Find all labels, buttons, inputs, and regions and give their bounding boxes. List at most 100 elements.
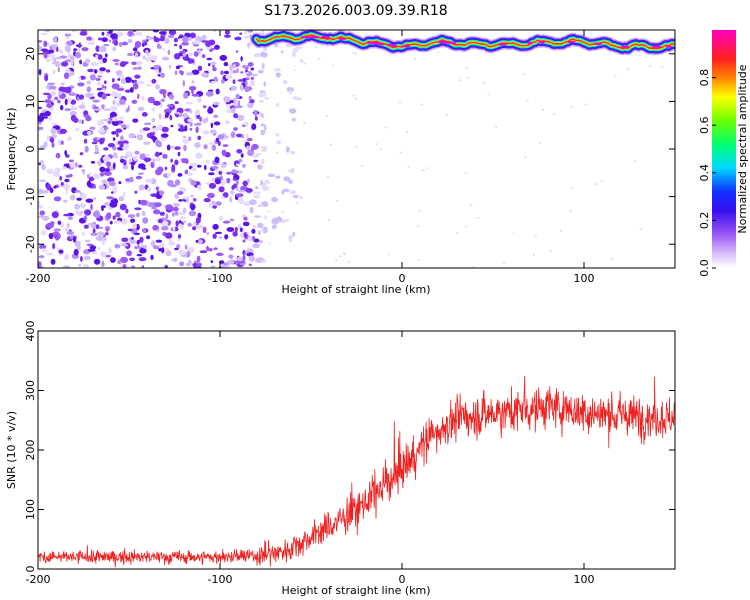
spectrogram-noise-blob bbox=[231, 107, 236, 114]
spectrogram-noise-blob bbox=[194, 142, 201, 149]
spectrogram-noise-blob bbox=[264, 124, 267, 132]
spectrogram-noise-blob bbox=[105, 227, 109, 232]
spectrogram-noise-blob bbox=[170, 124, 174, 128]
spectrogram-noise-blob bbox=[97, 75, 103, 78]
spectrogram-x-tick-label: 100 bbox=[574, 272, 595, 285]
spectrogram-noise-speck bbox=[399, 151, 402, 154]
spectrogram-noise-blob bbox=[70, 194, 76, 201]
colorbar-ticks: 0.0 0.2 0.4 0.6 0.8 bbox=[698, 69, 716, 277]
spectrogram-noise-blob bbox=[194, 123, 198, 126]
spectrogram-noise-blob bbox=[63, 265, 71, 268]
spectrogram-noise-blob bbox=[55, 60, 61, 68]
spectrogram-noise-blob bbox=[38, 261, 42, 268]
spectrogram-noise-blob bbox=[189, 32, 196, 39]
spectrogram-noise-blob bbox=[274, 68, 281, 72]
spectrogram-noise-blob bbox=[213, 76, 218, 81]
snr-x-ticks: -200 -100 0 100 bbox=[26, 331, 595, 586]
spectrogram-noise-blob bbox=[150, 254, 154, 261]
spectrogram-noise-blob bbox=[203, 144, 208, 150]
spectrogram-noise-blob bbox=[120, 135, 124, 141]
spectrogram-noise-speck bbox=[338, 255, 342, 258]
spectrogram-noise-blob bbox=[235, 93, 240, 99]
spectrogram-noise-blob bbox=[201, 72, 209, 78]
spectrogram-noise-speck bbox=[268, 242, 272, 245]
spectrogram-noise-blob bbox=[177, 234, 182, 239]
spectrogram-noise-blob bbox=[142, 229, 147, 233]
spectrogram-noise-blob bbox=[41, 215, 50, 221]
spectrogram-noise-blob bbox=[206, 57, 213, 61]
spectrogram-noise-blob bbox=[237, 198, 245, 204]
spectrogram-noise-blob bbox=[38, 115, 44, 123]
spectrogram-noise-blob bbox=[106, 33, 112, 37]
spectrogram-ridge-peak bbox=[527, 41, 532, 45]
colorbar-tick-label: 0.6 bbox=[698, 116, 711, 134]
spectrogram-noise-blob bbox=[236, 256, 242, 262]
spectrogram-noise-blob bbox=[222, 144, 229, 148]
spectrogram-noise-blob bbox=[218, 216, 224, 221]
spectrogram-noise-blob bbox=[50, 258, 56, 265]
spectrogram-noise-blob bbox=[258, 92, 267, 98]
spectrogram-noise-blob bbox=[213, 121, 221, 126]
spectrogram-noise-blob bbox=[100, 118, 104, 123]
spectrogram-noise-blob bbox=[101, 260, 105, 268]
spectrogram-noise-blob bbox=[143, 245, 148, 249]
spectrogram-noise-blob bbox=[220, 70, 224, 76]
spectrogram-noise-blob bbox=[164, 108, 172, 114]
spectrogram-noise-blob bbox=[129, 176, 134, 183]
spectrogram-noise-blob bbox=[103, 168, 111, 172]
spectrogram-noise-blob bbox=[39, 160, 44, 164]
spectrogram-noise-blob bbox=[96, 87, 103, 91]
spectrogram-noise-speck bbox=[335, 259, 338, 262]
spectrogram-noise-blob bbox=[139, 129, 145, 134]
spectrogram-noise-blob bbox=[103, 43, 110, 47]
spectrogram-noise-blob bbox=[199, 116, 203, 122]
spectrogram-noise-speck bbox=[502, 261, 506, 264]
spectrogram-noise-speck bbox=[614, 75, 617, 78]
spectrogram-noise-blob bbox=[257, 69, 264, 74]
spectrogram-noise-blob bbox=[78, 264, 82, 267]
spectrogram-noise-blob bbox=[127, 214, 136, 218]
spectrogram-noise-blob bbox=[189, 121, 193, 127]
spectrogram-noise-blob bbox=[89, 245, 97, 250]
spectrogram-noise-blob bbox=[155, 156, 161, 162]
spectrogram-noise-blob bbox=[64, 46, 71, 53]
spectrogram-noise-blob bbox=[38, 106, 43, 110]
spectrogram-noise-blob bbox=[159, 31, 167, 35]
spectrogram-noise-blob bbox=[88, 172, 92, 176]
spectrogram-noise-blob bbox=[68, 159, 74, 163]
spectrogram-noise-blob bbox=[238, 158, 243, 163]
spectrogram-noise-blob bbox=[100, 251, 108, 258]
spectrogram-y-tick-label: -10 bbox=[24, 188, 37, 206]
spectrogram-noise-blob bbox=[205, 91, 214, 97]
spectrogram-noise-speck bbox=[384, 126, 387, 129]
spectrogram-noise-blob bbox=[105, 126, 109, 130]
spectrogram-noise-blob bbox=[143, 141, 151, 145]
spectrogram-noise-blob bbox=[99, 166, 106, 173]
spectrogram-noise-blob bbox=[114, 220, 118, 224]
spectrogram-noise-blob bbox=[50, 128, 57, 135]
spectrogram-noise-blob bbox=[225, 171, 233, 175]
spectrogram-noise-speck bbox=[328, 218, 331, 221]
spectrogram-noise-blob bbox=[224, 30, 230, 35]
spectrogram-y-axis-label: Frequency (Hz) bbox=[5, 108, 18, 191]
spectrogram-noise-blob bbox=[252, 224, 257, 229]
spectrogram-noise-blob bbox=[173, 53, 181, 60]
spectrogram-noise-blob bbox=[158, 152, 163, 156]
spectrogram-noise-blob bbox=[244, 121, 249, 127]
spectrogram-noise-blob bbox=[283, 176, 291, 182]
spectrogram-noise-speck bbox=[610, 257, 613, 260]
spectrogram-noise-blob bbox=[219, 179, 226, 185]
spectrogram-noise-speck bbox=[524, 156, 527, 159]
spectrogram-noise-blob bbox=[124, 76, 133, 83]
spectrogram-noise-blob bbox=[141, 210, 146, 217]
spectrogram-noise-blob bbox=[143, 41, 148, 46]
spectrogram-noise-blob bbox=[49, 54, 56, 57]
spectrogram-noise-blob bbox=[248, 95, 252, 101]
spectrogram-noise-blob bbox=[57, 67, 60, 73]
spectrogram-noise-blob bbox=[267, 173, 275, 178]
spectrogram-noise-blob bbox=[61, 166, 68, 170]
spectrogram-noise-blob bbox=[112, 116, 119, 122]
spectrogram-noise-blob bbox=[219, 54, 228, 61]
spectrogram-noise-blob bbox=[99, 172, 105, 177]
spectrogram-noise-blob bbox=[197, 184, 202, 191]
